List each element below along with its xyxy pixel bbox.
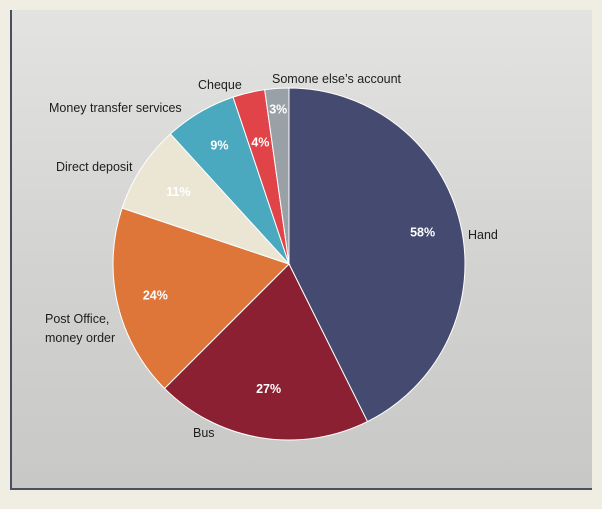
pie-slice-somone-else-s-account [264,87,290,265]
category-label-direct-deposit: Direct deposit [56,160,133,174]
category-label-post-office-money-order: Post Office, money order [45,312,115,345]
pie-slice-post-office-money-order [112,207,290,390]
pie-slice-bus [163,263,369,441]
pie-slice-hand [288,87,466,423]
category-labels: Hand Bus Post Office, money order Direct dep… [45,72,498,440]
category-label-money-transfer-services: Money transfer services [49,101,182,115]
category-label-hand: Hand [468,228,498,242]
percent-label-bus: 27% [256,382,281,396]
percentage-labels: 58% 27% 24% 11% 9% 4% 3% [143,102,435,396]
percent-label-hand: 58% [410,226,435,240]
percent-label-somone-else-s-account: 3% [269,102,287,116]
percent-label-direct-deposit: 11% [166,185,190,199]
pie-slice-direct-deposit [121,133,291,266]
percent-label-post-office-money-order: 24% [143,288,168,302]
category-label-somone-else-s-account: Somone else’s account [272,72,402,86]
percent-label-cheque: 4% [251,135,269,149]
percent-label-money-transfer-services: 9% [210,139,228,153]
pie-slices [112,87,466,441]
category-label-cheque: Cheque [198,78,242,92]
category-label-bus: Bus [193,426,215,440]
